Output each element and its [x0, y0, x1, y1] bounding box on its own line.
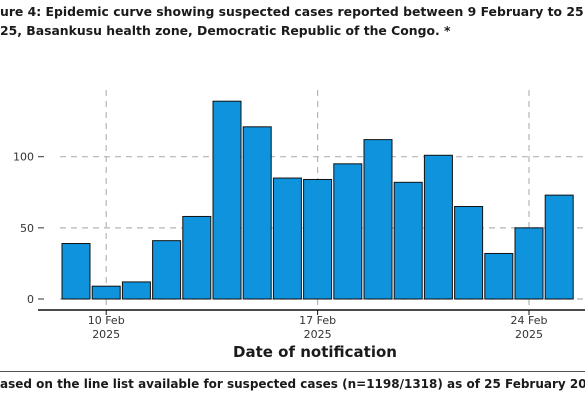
bar-16-Feb	[272, 177, 302, 300]
bar-9-Feb	[61, 243, 91, 300]
bar-20-Feb	[393, 181, 423, 300]
bar-12-Feb	[152, 240, 182, 300]
x-tick-year-24-Feb: 2025	[515, 328, 543, 341]
figure-title-line-2: 25, Basankusu health zone, Democratic Re…	[0, 23, 451, 38]
y-tick-label-50: 50	[20, 222, 34, 235]
x-tick-label-24-Feb: 24 Feb	[511, 314, 548, 327]
bar-17-Feb	[303, 178, 333, 300]
bar-24-Feb	[514, 227, 544, 300]
bars	[61, 100, 574, 300]
bar-19-Feb	[363, 139, 393, 300]
x-axis-title: Date of notification	[233, 343, 397, 361]
bar-10-Feb	[91, 285, 121, 300]
bar-11-Feb	[121, 281, 151, 300]
bar-15-Feb	[242, 126, 272, 300]
bar-18-Feb	[333, 163, 363, 300]
y-tick-label-100: 100	[13, 151, 34, 164]
x-tick-label-10-Feb: 10 Feb	[88, 314, 125, 327]
y-tick-label-0: 0	[27, 293, 34, 306]
bar-23-Feb	[484, 252, 514, 300]
figure-title-line-1: ure 4: Epidemic curve showing suspected …	[0, 4, 585, 19]
figure-title: ure 4: Epidemic curve showing suspected …	[0, 2, 585, 40]
x-tick-year-10-Feb: 2025	[92, 328, 120, 341]
footnote-divider	[0, 371, 585, 372]
x-tick-label-17-Feb: 17 Feb	[299, 314, 336, 327]
bar-14-Feb	[212, 100, 242, 300]
bar-21-Feb	[423, 154, 453, 300]
footnote: ased on the line list available for susp…	[0, 377, 585, 391]
bar-22-Feb	[454, 206, 484, 300]
bar-25-Feb	[544, 194, 574, 300]
x-tick-year-17-Feb: 2025	[304, 328, 332, 341]
bar-13-Feb	[182, 215, 212, 300]
